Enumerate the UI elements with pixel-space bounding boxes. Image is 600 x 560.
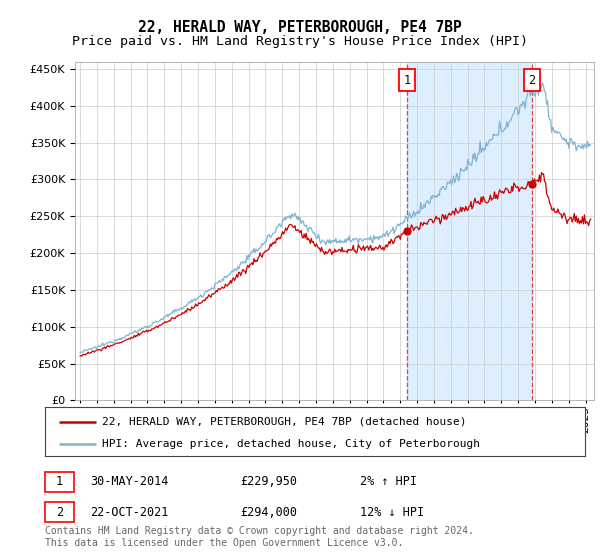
Text: 2: 2	[528, 73, 535, 86]
Text: £294,000: £294,000	[240, 506, 297, 519]
Text: 1: 1	[56, 475, 63, 488]
Text: Price paid vs. HM Land Registry's House Price Index (HPI): Price paid vs. HM Land Registry's House …	[72, 35, 528, 48]
Bar	[407, 62, 532, 400]
Text: 22-OCT-2021: 22-OCT-2021	[90, 506, 169, 519]
Text: £229,950: £229,950	[240, 475, 297, 488]
Text: 2% ↑ HPI: 2% ↑ HPI	[360, 475, 417, 488]
Text: 12% ↓ HPI: 12% ↓ HPI	[360, 506, 424, 519]
Text: Contains HM Land Registry data © Crown copyright and database right 2024.
This d: Contains HM Land Registry data © Crown c…	[45, 526, 474, 548]
Text: HPI: Average price, detached house, City of Peterborough: HPI: Average price, detached house, City…	[101, 439, 480, 449]
Text: 22, HERALD WAY, PETERBOROUGH, PE4 7BP: 22, HERALD WAY, PETERBOROUGH, PE4 7BP	[138, 20, 462, 35]
Text: 2: 2	[56, 506, 63, 519]
Text: 22, HERALD WAY, PETERBOROUGH, PE4 7BP (detached house): 22, HERALD WAY, PETERBOROUGH, PE4 7BP (d…	[101, 417, 466, 427]
Text: 1: 1	[404, 73, 410, 86]
Text: 30-MAY-2014: 30-MAY-2014	[90, 475, 169, 488]
